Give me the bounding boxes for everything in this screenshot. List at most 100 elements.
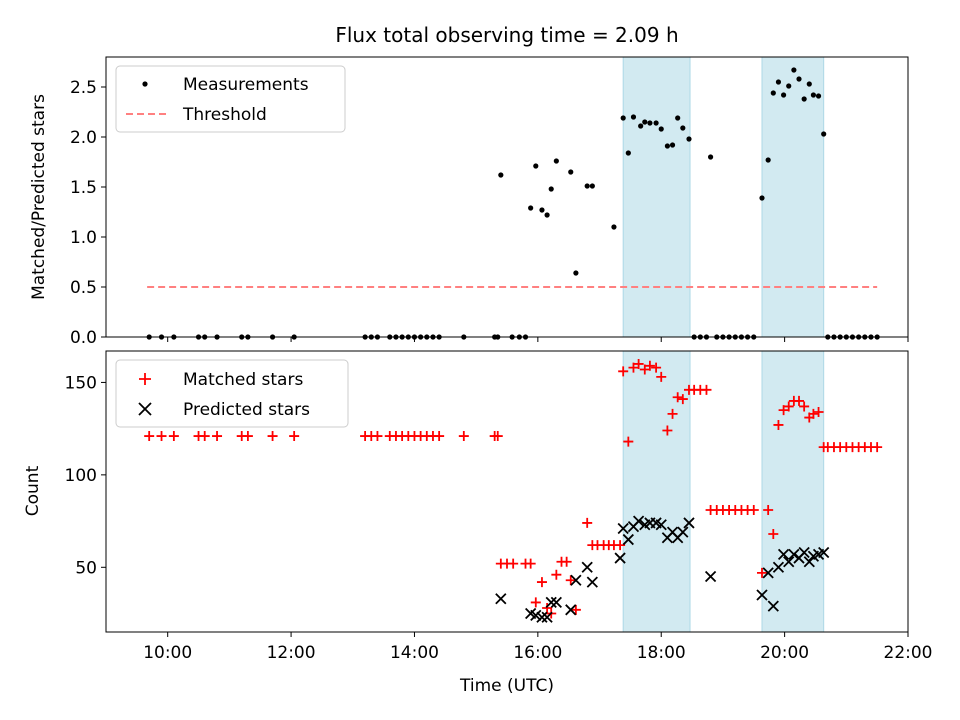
data-point-predicted-stars [570, 574, 582, 586]
data-point-matched-stars [156, 431, 167, 442]
data-point-matched-stars [372, 431, 383, 442]
data-point-predicted-stars [767, 600, 779, 612]
data-point-matched-stars [677, 394, 688, 405]
data-point-measurement [810, 92, 817, 98]
data-point-predicted-stars [772, 561, 785, 573]
data-point-measurement [796, 76, 802, 82]
data-point-measurement [625, 150, 631, 156]
bottom-panel-highlight-spans [622, 350, 825, 633]
data-point-predicted-stars [550, 596, 562, 609]
data-point-measurement [533, 163, 539, 169]
data-point-measurement [770, 90, 776, 96]
legend-label-threshold: Threshold [182, 105, 267, 125]
data-point-matched-stars [651, 362, 662, 373]
data-point-matched-stars [813, 407, 824, 418]
data-point-matched-stars [773, 419, 784, 430]
top-panel-frame [105, 56, 909, 338]
data-point-matched-stars [639, 364, 650, 375]
top-panel-y-axis-label: Matched/Predicted stars [29, 94, 49, 300]
data-point-measurement [611, 224, 617, 230]
x-tick-label: 12:00 [267, 643, 316, 663]
legend-marker-measurements [142, 81, 148, 87]
data-point-predicted-stars [632, 515, 645, 527]
bottom-panel-y-axis-label: Count [23, 465, 43, 516]
data-point-matched-stars [672, 392, 683, 403]
data-point-measurement [589, 183, 595, 189]
data-point-measurement [620, 115, 626, 121]
data-point-matched-stars [615, 540, 626, 551]
data-point-measurement [630, 114, 637, 120]
x-tick-label: 20:00 [760, 643, 809, 663]
data-point-matched-stars [794, 395, 805, 406]
data-point-measurement [801, 96, 807, 102]
data-point-predicted-stars [803, 556, 815, 568]
legend-label-measurements: Measurements [183, 75, 309, 95]
data-point-measurement [528, 205, 534, 211]
data-point-predicted-stars [614, 552, 626, 564]
y-tick-label: 1.5 [70, 178, 97, 198]
data-point-matched-stars [565, 575, 576, 586]
data-point-predicted-stars [818, 546, 830, 559]
data-point-measurement [680, 125, 686, 131]
data-point-predicted-stars [777, 548, 790, 560]
data-point-matched-stars [656, 371, 667, 382]
data-point-measurement [780, 92, 787, 98]
data-point-measurement [786, 83, 792, 89]
data-point-matched-stars [551, 569, 562, 580]
data-point-measurement [669, 142, 676, 148]
highlight-span [761, 350, 825, 633]
bottom-panel-marks [144, 358, 883, 623]
data-point-measurement [775, 79, 782, 85]
data-point-matched-stars [667, 408, 678, 419]
y-tick-label: 2.0 [70, 128, 97, 148]
data-point-predicted-stars [622, 533, 634, 546]
data-point-predicted-stars [788, 548, 800, 560]
data-point-matched-stars [628, 362, 639, 373]
data-point-predicted-stars [545, 596, 557, 609]
data-point-matched-stars [570, 604, 581, 615]
bottom-panel-legend-box [115, 359, 349, 428]
data-point-predicted-stars [756, 589, 768, 601]
data-point-matched-stars [536, 577, 547, 588]
data-point-measurement [806, 81, 812, 87]
data-point-matched-stars [199, 431, 210, 442]
data-point-matched-stars [530, 597, 541, 608]
data-point-matched-stars [508, 558, 519, 569]
data-point-measurement [653, 120, 659, 126]
x-axis-label: Time (UTC) [459, 676, 554, 696]
top-panel-legend-box [115, 65, 346, 133]
data-point-matched-stars [623, 436, 634, 447]
data-point-matched-stars [289, 431, 300, 442]
data-point-matched-stars [458, 431, 469, 442]
data-point-matched-stars [582, 517, 593, 528]
data-point-matched-stars [778, 405, 789, 416]
data-point-measurement [658, 126, 664, 132]
data-point-measurement [821, 131, 827, 137]
data-point-measurement [584, 183, 590, 189]
x-tick-label: 14:00 [390, 643, 439, 663]
data-point-matched-stars [763, 504, 774, 515]
data-point-measurement [791, 67, 797, 73]
top-panel-axes: 0.0 0.5 1.0 1.5 2.0 2.5 [70, 78, 909, 348]
data-point-matched-stars [633, 358, 644, 369]
data-point-predicted-stars [762, 567, 774, 579]
data-point-matched-stars [701, 384, 712, 395]
top-panel-legend: Measurements Threshold [115, 65, 346, 133]
data-point-matched-stars [212, 431, 223, 442]
data-point-measurement [664, 143, 671, 149]
highlight-span [622, 56, 691, 338]
y-tick-label: 100 [65, 466, 97, 486]
legend-label-matched-stars: Matched stars [183, 370, 303, 390]
data-point-matched-stars [748, 504, 759, 515]
data-point-predicted-stars [536, 611, 548, 623]
data-point-matched-stars [168, 431, 179, 442]
data-point-predicted-stars [798, 546, 810, 559]
data-point-matched-stars [644, 360, 655, 371]
data-point-matched-stars [434, 431, 445, 442]
legend-label-predicted-stars: Predicted stars [183, 400, 310, 420]
data-point-matched-stars [561, 556, 572, 567]
data-point-measurement [573, 270, 579, 276]
data-point-matched-stars [808, 408, 819, 419]
data-point-predicted-stars [586, 576, 598, 588]
